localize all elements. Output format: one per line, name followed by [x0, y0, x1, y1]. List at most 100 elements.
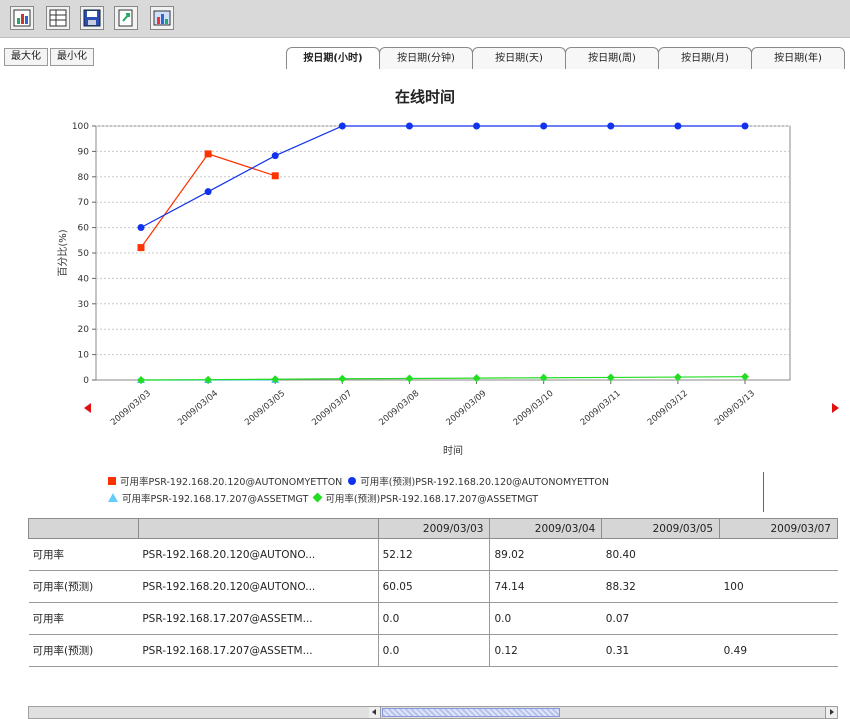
table-cell: 可用率(预测): [28, 570, 139, 603]
date-tabs: 按日期(小时) 按日期(分钟) 按日期(天) 按日期(周) 按日期(月) 按日期…: [286, 47, 850, 69]
chart-icon[interactable]: [10, 6, 34, 30]
table-row[interactable]: 可用率(预测) PSR-192.168.20.120@AUTONO... 60.…: [28, 570, 838, 603]
legend-item[interactable]: 可用率PSR-192.168.20.120@AUTONOMYETTON: [108, 474, 342, 488]
legend-item[interactable]: 可用率(预测)PSR-192.168.20.120@AUTONOMYETTON: [348, 474, 609, 488]
image-icon[interactable]: [150, 6, 174, 30]
table-row[interactable]: 可用率 PSR-192.168.17.207@ASSETM... 0.0 0.0…: [28, 602, 838, 635]
x-tick-label: 2009/03/12: [646, 389, 690, 428]
y-tick-label: 20: [78, 325, 90, 335]
triangle-marker-icon: [108, 493, 118, 502]
data-point: [338, 374, 347, 383]
scroll-left-arrow-icon[interactable]: [369, 707, 381, 718]
data-point: [137, 223, 145, 231]
y-tick-label: 40: [78, 274, 90, 284]
table-cell: [719, 538, 838, 571]
data-point: [405, 122, 413, 130]
tab-day[interactable]: 按日期(天): [472, 47, 566, 69]
tab-year[interactable]: 按日期(年): [751, 47, 845, 69]
export-icon[interactable]: [114, 6, 138, 30]
legend-item[interactable]: 可用率PSR-192.168.17.207@ASSETMGT: [108, 491, 308, 505]
data-point: [539, 373, 548, 382]
table-header-cell[interactable]: 2009/03/07: [719, 518, 838, 539]
table-header-cell[interactable]: [28, 518, 139, 539]
x-tick-label: 2009/03/11: [579, 389, 623, 428]
x-axis-label: 时间: [443, 444, 463, 457]
table-row[interactable]: 可用率(预测) PSR-192.168.17.207@ASSETM... 0.0…: [28, 634, 838, 667]
table-cell: 0.31: [601, 634, 720, 667]
tab-month[interactable]: 按日期(月): [658, 47, 752, 69]
data-point: [405, 374, 414, 383]
chart-legend: 可用率PSR-192.168.20.120@AUTONOMYETTON 可用率(…: [108, 472, 764, 512]
legend-label: 可用率(预测)PSR-192.168.20.120@AUTONOMYETTON: [360, 476, 609, 488]
data-point: [607, 122, 615, 130]
x-tick-label: 2009/03/09: [445, 389, 489, 428]
data-point: [204, 150, 212, 158]
table-cell: PSR-192.168.17.207@ASSETM...: [138, 602, 379, 635]
data-point: [606, 373, 615, 382]
table-header-cell[interactable]: 2009/03/03: [377, 518, 491, 539]
table-header-cell[interactable]: 2009/03/04: [489, 518, 603, 539]
minimize-button[interactable]: 最小化: [50, 48, 94, 66]
tab-hour[interactable]: 按日期(小时): [286, 47, 380, 69]
series-line: [140, 125, 745, 229]
series-line: [140, 376, 746, 381]
data-point: [473, 122, 481, 130]
table-cell: 74.14: [489, 570, 602, 603]
data-point: [674, 122, 682, 130]
data-point: [540, 122, 548, 130]
line-chart: 0 10 20 30 40 50 60 70 80 90 100 2009/03/03 2009/03/…: [57, 122, 791, 457]
table-header-cell[interactable]: 2009/03/05: [601, 518, 721, 539]
table-cell: 0.0: [377, 602, 490, 635]
scrollbar-thumb[interactable]: [382, 708, 560, 717]
toolbar: [0, 0, 850, 38]
y-tick-label: 100: [72, 122, 89, 132]
horizontal-scrollbar[interactable]: [28, 706, 838, 719]
table-cell: 100: [719, 570, 838, 603]
x-tick-label: 2009/03/10: [512, 389, 556, 428]
tab-week[interactable]: 按日期(周): [565, 47, 659, 69]
data-point: [137, 376, 145, 384]
table-cell: [719, 602, 838, 635]
y-tick-label: 80: [78, 173, 90, 183]
table-header-cell[interactable]: [137, 518, 379, 539]
data-point: [271, 375, 280, 384]
square-marker-icon: [108, 476, 116, 485]
table-cell: PSR-192.168.20.120@AUTONO...: [138, 570, 379, 603]
scroll-right-arrow-icon[interactable]: [825, 707, 837, 718]
table-cell: 80.40: [601, 538, 720, 571]
table-cell: 0.12: [489, 634, 602, 667]
chart-title: 在线时间: [394, 88, 455, 106]
maximize-button[interactable]: 最大化: [4, 48, 48, 66]
table-cell: 可用率(预测): [28, 634, 139, 667]
table-icon[interactable]: [46, 6, 70, 30]
data-point: [271, 172, 279, 180]
data-point: [204, 375, 213, 384]
y-tick-label: 30: [78, 300, 90, 310]
table-cell: PSR-192.168.20.120@AUTONO...: [138, 538, 379, 571]
data-point: [338, 122, 346, 130]
table-cell: 0.49: [719, 634, 838, 667]
y-tick-label: 70: [78, 198, 90, 208]
save-icon[interactable]: [80, 6, 104, 30]
chart-prev-arrow-icon[interactable]: [84, 403, 91, 413]
legend-item[interactable]: 可用率(预测)PSR-192.168.17.207@ASSETMGT: [312, 491, 538, 505]
tab-minute[interactable]: 按日期(分钟): [379, 47, 473, 69]
table-row[interactable]: 可用率 PSR-192.168.20.120@AUTONO... 52.12 8…: [28, 538, 838, 571]
view-buttons: 最大化 最小化: [4, 48, 96, 66]
x-tick-label: 2009/03/03: [109, 389, 153, 428]
table-cell: 52.12: [377, 538, 490, 571]
chart-next-arrow-icon[interactable]: [832, 403, 839, 413]
x-tick-label: 2009/03/13: [713, 389, 757, 428]
diamond-marker-icon: [312, 492, 323, 503]
table-cell: 可用率: [28, 602, 139, 635]
table-header-row: 2009/03/03 2009/03/04 2009/03/05 2009/03…: [28, 518, 838, 539]
data-point: [741, 372, 749, 381]
y-tick-label: 0: [83, 376, 89, 386]
data-point: [204, 188, 212, 196]
table-cell: 88.32: [601, 570, 720, 603]
plot-area: [95, 125, 791, 381]
data-point: [271, 152, 279, 160]
data-table: 2009/03/03 2009/03/04 2009/03/05 2009/03…: [28, 518, 838, 667]
circle-marker-icon: [348, 476, 357, 485]
y-tick-label: 50: [78, 249, 90, 259]
